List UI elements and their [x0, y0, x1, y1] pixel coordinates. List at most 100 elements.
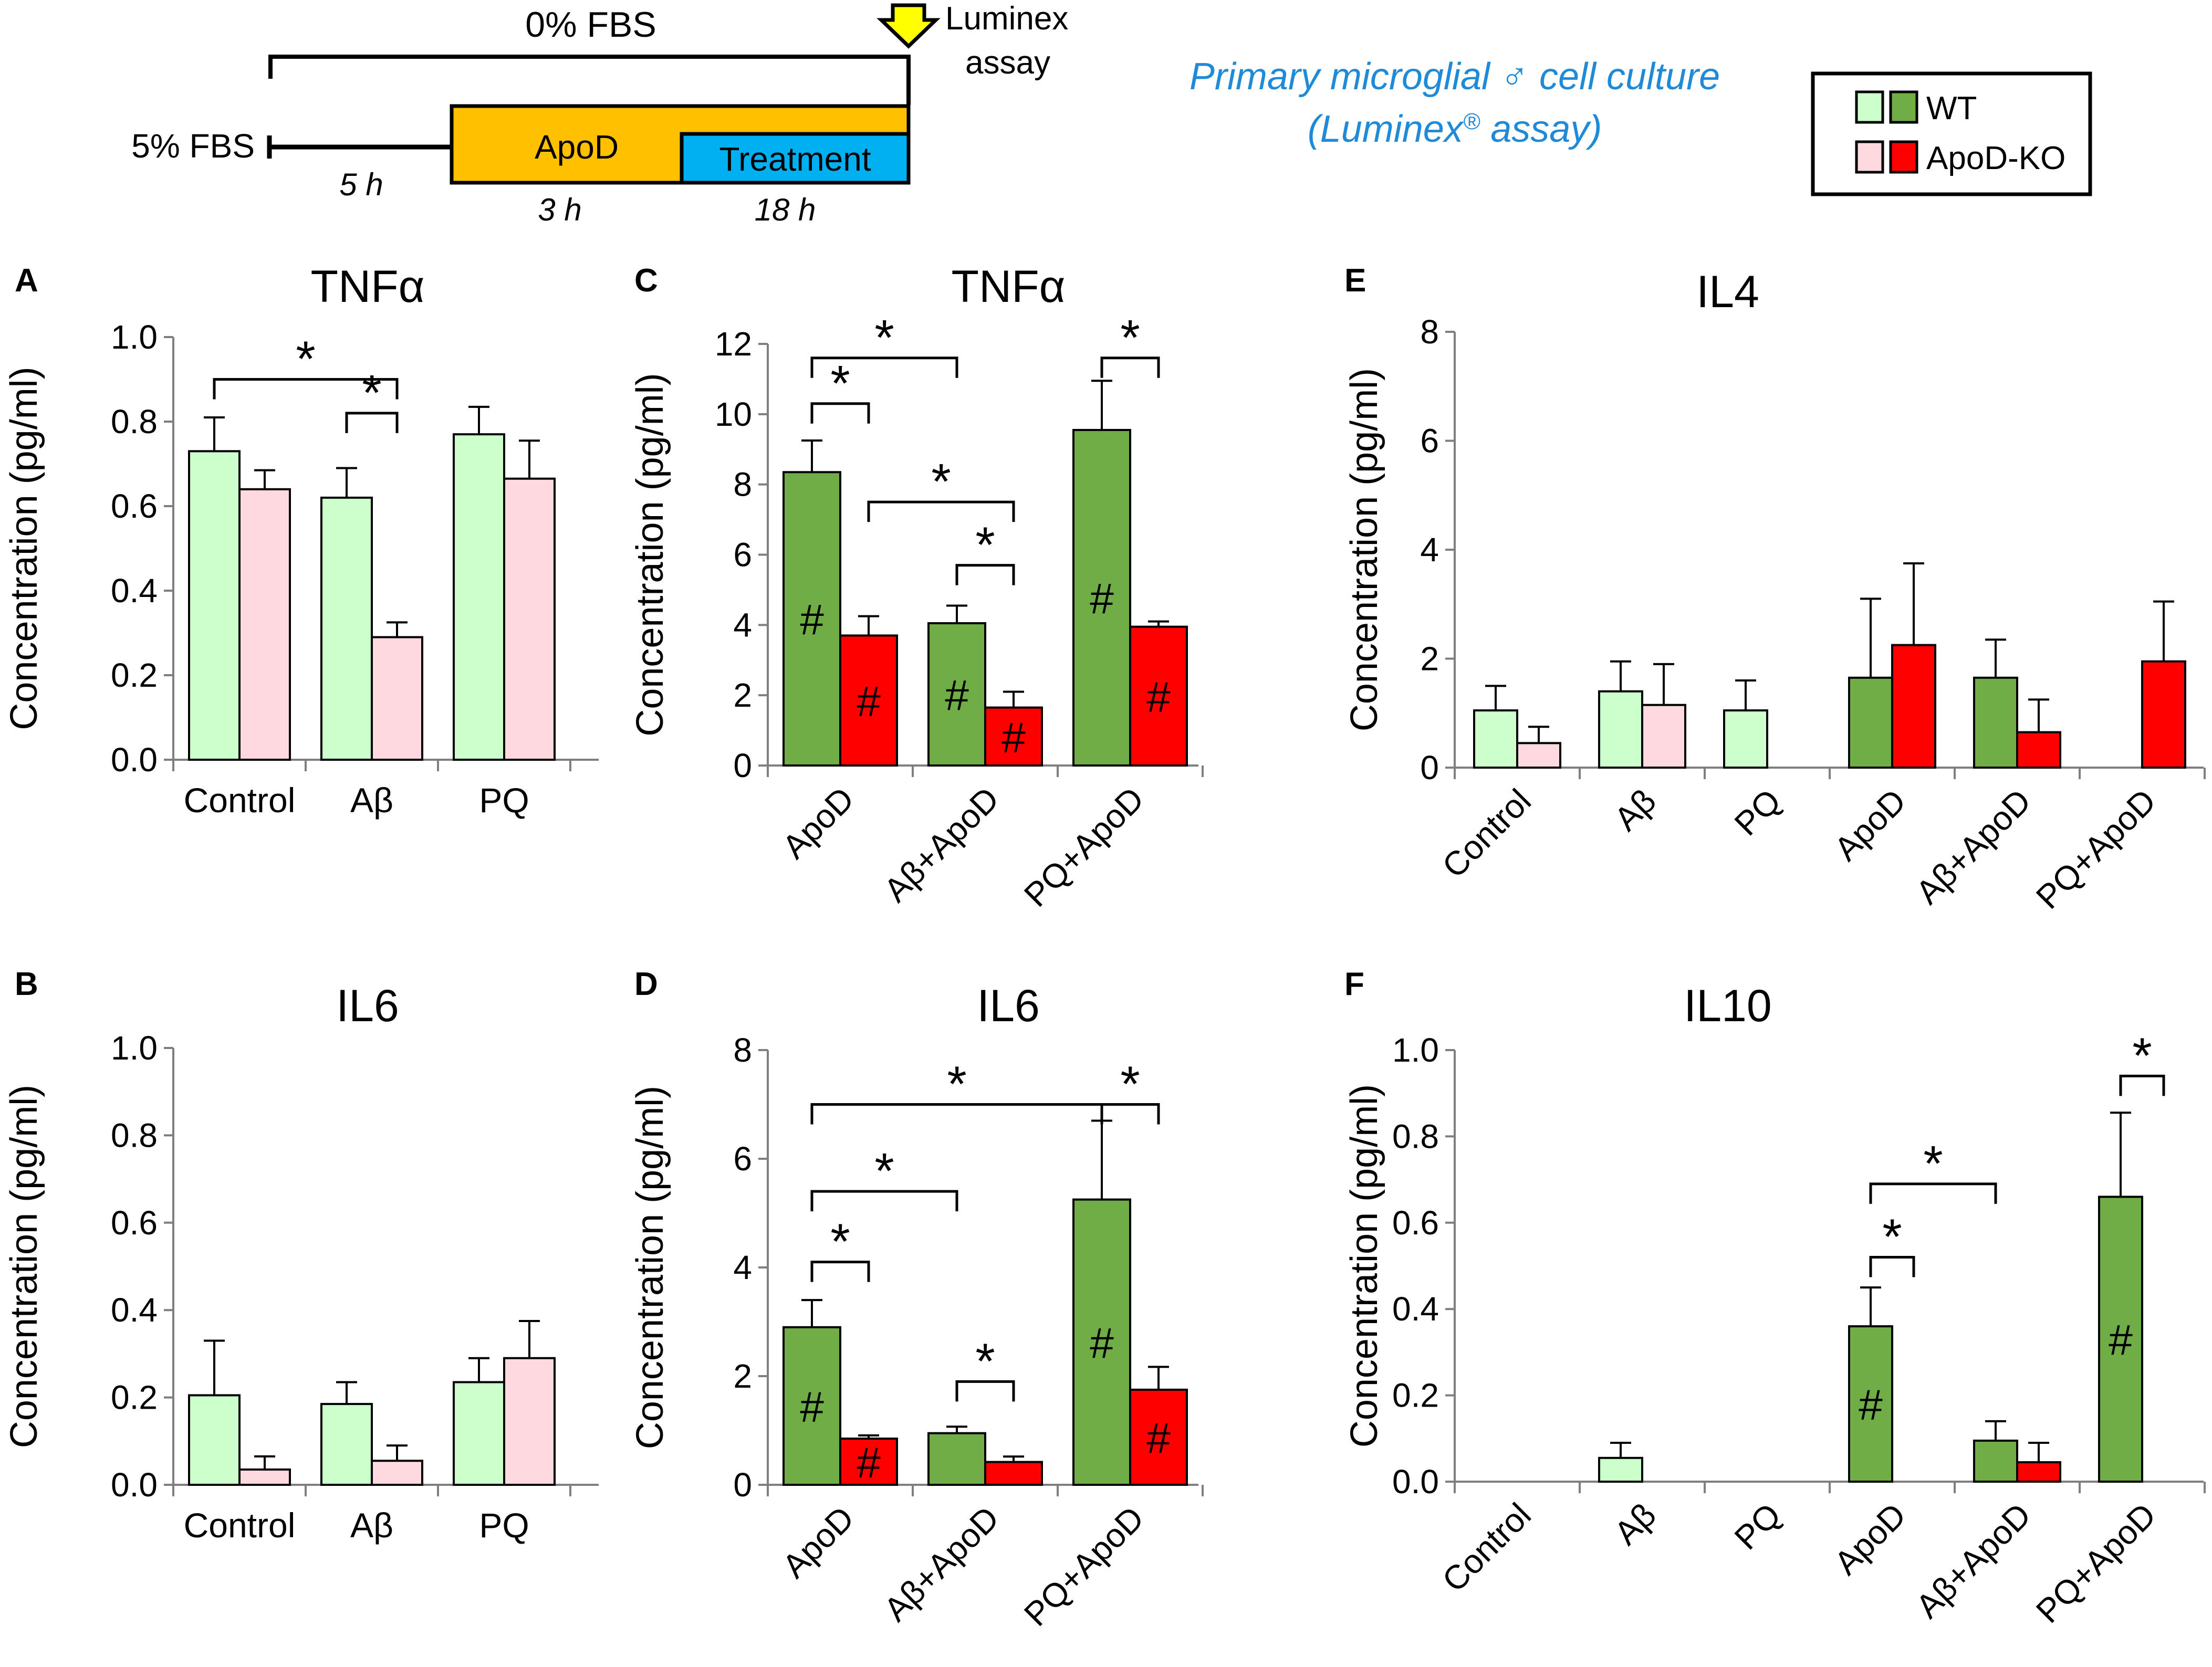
panel-c-mark: # [1001, 714, 1026, 762]
panel-e-x-tick-label: Aβ+ApoD [1908, 782, 2038, 911]
panel-e-bar [1848, 676, 1893, 769]
panel-d-mark: # [857, 1439, 881, 1487]
panel-e-bar [1516, 742, 1561, 769]
panel-e-y-axis: 0 2 4 6 8 [1420, 313, 1456, 787]
panel-c-significance-star: * [830, 355, 850, 412]
panel-b-bar [503, 1357, 556, 1486]
panel-d-significance-bracket [1100, 1103, 1160, 1125]
panel-c-letter: C [634, 263, 658, 299]
legend-entry-ko: ApoD-KO [1855, 140, 2065, 176]
panel-c-y-axis-label: Concentration (pg/ml) [629, 373, 671, 736]
panel-a-title: TNFα [311, 261, 425, 312]
panel-b-bar [238, 1468, 291, 1486]
panel-f-bar [1848, 1325, 1893, 1483]
legend-box [1811, 71, 2092, 196]
panel-a-letter: A [15, 263, 38, 299]
luminex-label: Luminex [945, 1, 1068, 37]
legend-label-ko: ApoD-KO [1926, 140, 2065, 176]
legend-entry-wt: WT [1855, 90, 1977, 127]
panel-c-significance-star: * [874, 310, 894, 366]
panel-b-bar [188, 1394, 241, 1486]
panel-d-bar [782, 1326, 841, 1486]
panel-c-x-tick-label: ApoD [775, 780, 861, 866]
panel-e-bar [2141, 660, 2186, 769]
panel-d-mark: # [1146, 1414, 1171, 1462]
panel-b-y-axis: 0.0 0.2 0.4 0.6 0.8 1.0 [111, 1029, 174, 1504]
panel-a-significance-bracket [345, 412, 399, 433]
panel-f-y-tick-label: 0.8 [1392, 1117, 1439, 1155]
panel-d-y-tick-label: 6 [733, 1140, 752, 1178]
panel-a-y-tick-label: 0.6 [111, 487, 158, 525]
panel-e-bar [1641, 704, 1686, 769]
panel-e: E IL4 Concentration (pg/ml) 0 2 4 6 8 Control Aβ P… [1343, 263, 2206, 916]
panel-d-y-axis-label: Concentration (pg/ml) [629, 1086, 671, 1449]
panel-b-title: IL6 [336, 981, 399, 1031]
panel-f-bar [2098, 1196, 2143, 1483]
panel-f-bar [1973, 1439, 2018, 1483]
panel-b-y-tick-label: 0.2 [111, 1379, 158, 1417]
panel-d-y-axis: 0 2 4 6 8 [733, 1031, 769, 1504]
panel-c-significance-bracket [867, 500, 1015, 522]
panel-c-bar [1129, 625, 1188, 767]
panel-c-significance-bracket [955, 564, 1015, 585]
panel-a-y-axis: 0.0 0.2 0.4 0.6 0.8 1.0 [111, 318, 174, 779]
legend-swatch-ko-light [1855, 140, 1884, 174]
panel-a-bar [320, 496, 373, 761]
panel-b-y-axis-label: Concentration (pg/ml) [3, 1085, 45, 1448]
panel-f-significance-bracket [1869, 1182, 1997, 1204]
panel-f-x-tick-label: ApoD [1827, 1496, 1913, 1582]
panel-f-title: IL10 [1684, 981, 1771, 1031]
panel-a-bar [453, 433, 505, 761]
panel-d-bar [984, 1461, 1043, 1486]
panel-c-y-tick-label: 4 [733, 606, 752, 644]
panel-f-mark: # [2109, 1317, 2133, 1365]
culture-subtitle: Primary microglial ♂ cell culture (Lumin… [1190, 56, 1720, 150]
panel-e-title: IL4 [1696, 267, 1759, 317]
legend: WT ApoD-KO [1811, 71, 2092, 196]
panel-c-significance-bracket [810, 402, 870, 424]
panel-b-x-tick-label: Aβ [350, 1506, 393, 1545]
panel-f-y-tick-label: 0.4 [1392, 1290, 1439, 1328]
panel-e-y-axis-label: Concentration (pg/ml) [1343, 368, 1385, 731]
panel-c-y-tick-label: 8 [733, 466, 752, 504]
panel-d-y-tick-label: 8 [733, 1031, 752, 1069]
panel-e-bar [1723, 709, 1768, 769]
top-fbs-label: 0% FBS [525, 5, 656, 45]
panel-c-mark: # [945, 672, 969, 719]
top-bracket [268, 55, 911, 105]
panel-e-x-tick-label: Control [1435, 782, 1538, 885]
duration-18h: 18 h [755, 192, 816, 227]
panel-f-y-tick-label: 0.6 [1392, 1204, 1439, 1242]
panel-a-significance-star: * [362, 365, 381, 421]
panel-d-bar [1072, 1198, 1131, 1486]
panel-c-y-tick-label: 12 [715, 325, 752, 363]
panel-e-y-tick-label: 0 [1420, 749, 1439, 787]
panel-f-y-tick-label: 1.0 [1392, 1031, 1439, 1069]
panel-d-x-tick-label: PQ+ApoD [1017, 1499, 1151, 1633]
panel-d-x-tick-label: Aβ+ApoD [877, 1499, 1006, 1629]
panel-f-x-tick-label: Aβ [1607, 1496, 1663, 1552]
panel-e-y-tick-label: 8 [1420, 313, 1439, 351]
panel-b-y-tick-label: 1.0 [111, 1029, 158, 1067]
panel-e-x-tick-label: ApoD [1827, 782, 1913, 868]
panel-d-significance-star: * [830, 1214, 850, 1270]
panel-c: C TNFα Concentration (pg/ml) 0 2 4 6 8 10 12 ApoD A… [629, 261, 1204, 914]
panel-d-mark: # [1090, 1319, 1114, 1367]
panel-a-bar [371, 636, 423, 761]
panel-a-significance-bracket [213, 378, 399, 400]
panel-a-y-tick-label: 1.0 [111, 318, 158, 356]
panel-a-y-tick-label: 0.4 [111, 572, 158, 610]
panel-c-y-tick-label: 0 [733, 747, 752, 784]
panel-f-x-tick-label: PQ [1727, 1496, 1788, 1557]
panel-d: D IL6 Concentration (pg/ml) 0 2 4 6 8 ApoD Aβ+Apo… [629, 966, 1204, 1633]
panel-b-bar [371, 1460, 423, 1486]
panel-d-letter: D [634, 966, 658, 1002]
panel-c-y-tick-label: 2 [733, 676, 752, 714]
panel-f-x-tick-label: Control [1435, 1496, 1538, 1599]
panel-a-significance-star: * [296, 331, 315, 387]
panel-b-y-tick-label: 0.0 [111, 1466, 158, 1504]
panel-e-bar [1973, 676, 2018, 769]
panel-c-significance-bracket [810, 357, 958, 378]
timeline-diagram: 0% FBS Luminex assay 5% FBS ApoD Treatme… [131, 1, 1068, 227]
